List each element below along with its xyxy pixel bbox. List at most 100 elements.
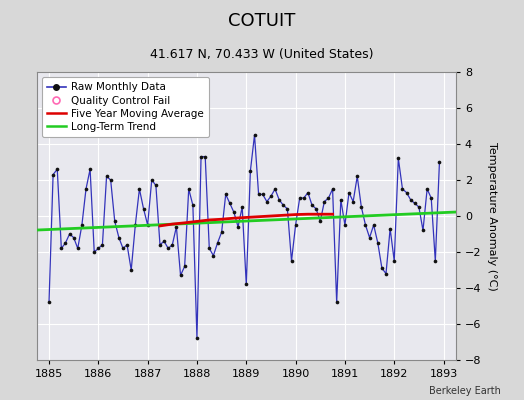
Point — [189, 202, 197, 208]
Point — [378, 265, 386, 271]
Point — [197, 153, 205, 160]
Point — [374, 240, 382, 246]
Point — [255, 191, 263, 198]
Point — [386, 225, 395, 232]
Point — [336, 197, 345, 203]
Text: COTUIT: COTUIT — [228, 12, 296, 30]
Point — [177, 272, 185, 278]
Point — [201, 153, 210, 160]
Point — [144, 222, 152, 228]
Point — [148, 177, 156, 183]
Point — [222, 191, 230, 198]
Point — [111, 218, 119, 225]
Point — [267, 193, 275, 199]
Legend: Raw Monthly Data, Quality Control Fail, Five Year Moving Average, Long-Term Tren: Raw Monthly Data, Quality Control Fail, … — [42, 77, 209, 137]
Point — [357, 204, 366, 210]
Point — [345, 189, 353, 196]
Point — [341, 222, 349, 228]
Point — [156, 242, 164, 248]
Point — [73, 245, 82, 252]
Point — [312, 206, 320, 212]
Point — [242, 281, 250, 288]
Point — [127, 267, 135, 273]
Point — [369, 222, 378, 228]
Point — [435, 159, 444, 165]
Point — [316, 218, 324, 225]
Point — [49, 171, 57, 178]
Text: 41.617 N, 70.433 W (United States): 41.617 N, 70.433 W (United States) — [150, 48, 374, 61]
Point — [333, 299, 341, 306]
Point — [263, 198, 271, 205]
Point — [180, 263, 189, 270]
Point — [291, 222, 300, 228]
Point — [230, 209, 238, 216]
Point — [98, 242, 106, 248]
Point — [365, 234, 374, 241]
Point — [296, 195, 304, 201]
Point — [414, 204, 423, 210]
Point — [283, 206, 291, 212]
Point — [238, 204, 246, 210]
Point — [135, 186, 144, 192]
Point — [407, 197, 415, 203]
Point — [53, 166, 61, 172]
Point — [308, 202, 316, 208]
Point — [287, 258, 296, 264]
Point — [250, 132, 259, 138]
Point — [275, 197, 283, 203]
Point — [217, 229, 226, 235]
Point — [78, 222, 86, 228]
Point — [324, 195, 333, 201]
Point — [119, 245, 127, 252]
Point — [329, 186, 337, 192]
Y-axis label: Temperature Anomaly (°C): Temperature Anomaly (°C) — [487, 142, 497, 290]
Point — [431, 258, 440, 264]
Point — [226, 200, 234, 206]
Point — [184, 186, 193, 192]
Point — [349, 198, 357, 205]
Point — [382, 270, 390, 277]
Point — [123, 242, 132, 248]
Point — [411, 200, 419, 206]
Point — [394, 155, 402, 162]
Point — [106, 177, 115, 183]
Point — [90, 249, 99, 255]
Point — [66, 231, 74, 237]
Point — [139, 206, 148, 212]
Point — [82, 186, 90, 192]
Point — [320, 198, 329, 205]
Point — [258, 191, 267, 198]
Point — [353, 173, 362, 180]
Point — [205, 245, 213, 252]
Point — [279, 202, 288, 208]
Point — [168, 242, 177, 248]
Point — [234, 224, 242, 230]
Point — [300, 195, 308, 201]
Point — [246, 168, 255, 174]
Point — [423, 186, 431, 192]
Point — [209, 252, 217, 259]
Point — [193, 335, 201, 342]
Point — [213, 240, 222, 246]
Point — [361, 222, 369, 228]
Point — [94, 245, 103, 252]
Point — [70, 234, 78, 241]
Point — [398, 186, 407, 192]
Point — [115, 234, 123, 241]
Point — [419, 227, 427, 234]
Point — [102, 173, 111, 180]
Point — [271, 186, 279, 192]
Point — [45, 299, 53, 306]
Point — [160, 238, 168, 244]
Point — [304, 189, 312, 196]
Point — [427, 195, 435, 201]
Point — [164, 245, 172, 252]
Text: Berkeley Earth: Berkeley Earth — [429, 386, 500, 396]
Point — [172, 224, 181, 230]
Point — [57, 245, 66, 252]
Point — [61, 240, 70, 246]
Point — [390, 258, 398, 264]
Point — [86, 166, 94, 172]
Point — [151, 182, 160, 189]
Point — [402, 189, 411, 196]
